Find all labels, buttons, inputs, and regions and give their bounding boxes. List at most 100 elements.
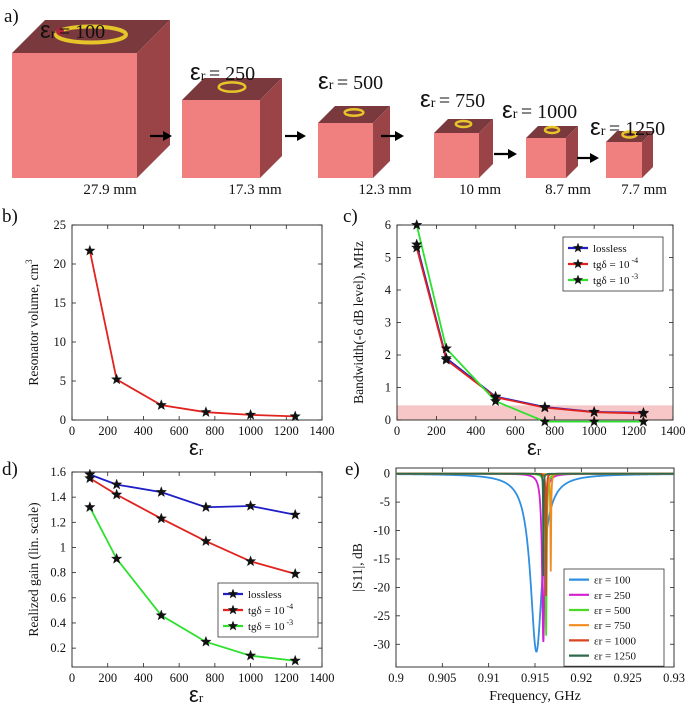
y-tick-label: -15	[373, 552, 390, 566]
series-line	[396, 472, 674, 572]
legend-label: lossless	[593, 243, 627, 255]
data-point	[289, 654, 301, 666]
series-line	[88, 250, 296, 418]
axes-frame	[71, 224, 323, 421]
data-point	[539, 401, 551, 413]
series-line	[396, 473, 674, 653]
legend-label: εr = 1000	[594, 635, 636, 647]
cube-side-face	[373, 106, 390, 178]
arrow-head	[297, 131, 306, 141]
cube-size-label: 10 mm	[459, 182, 501, 198]
y-tick-label: 20	[54, 257, 67, 271]
data-point	[155, 512, 167, 524]
cube-size-label: 27.9 mm	[83, 182, 137, 198]
data-point	[84, 472, 96, 484]
data-point	[200, 501, 212, 513]
panel-label: d)	[2, 459, 18, 480]
y-tick-label: 0	[384, 467, 390, 481]
cube-size-label: 8.7 mm	[545, 182, 591, 198]
cube-eps-label: εr = 1250	[590, 114, 665, 141]
data-point	[572, 242, 584, 253]
data-point	[227, 588, 239, 599]
x-tick-label: 0.93	[663, 671, 685, 685]
legend-label: lossless	[248, 589, 282, 601]
series-line	[396, 472, 674, 577]
y-tick-label: 0.6	[50, 591, 66, 605]
x-tick-label: 400	[134, 424, 153, 438]
cube-2: εr = 250 17.3 mm	[182, 59, 282, 198]
legend-label: εr = 750	[594, 620, 631, 632]
data-point	[489, 395, 502, 406]
cube-3: εr = 500 12.3 mm	[318, 68, 412, 198]
x-tick-label: 0.905	[428, 671, 456, 685]
cube-eps-label: εr = 100	[40, 17, 105, 44]
cube-eps-label: εr = 1000	[502, 97, 577, 124]
data-point	[227, 604, 239, 615]
legend-label: tgδ = 10 -3	[593, 272, 638, 287]
series-line	[415, 247, 644, 415]
data-point	[111, 488, 123, 500]
data-point	[227, 620, 239, 631]
data-point	[200, 535, 212, 546]
data-point	[155, 609, 167, 621]
cube-4: εr = 750 10 mm	[420, 86, 501, 198]
data-point	[111, 373, 123, 385]
data-point	[244, 500, 257, 511]
cube-1: εr = 100 27.9 mm	[12, 17, 170, 198]
y-tick-label: 5	[60, 374, 66, 388]
series-line	[89, 477, 296, 575]
x-tick-label: 200	[98, 671, 117, 685]
cube-front-face	[526, 138, 566, 178]
y-tick-label: 15	[54, 296, 67, 310]
y-tick-label: -10	[373, 524, 390, 538]
legend-entry: εr = 250	[569, 590, 631, 602]
arrow-right-icon	[150, 131, 172, 141]
x-tick-label: 400	[134, 671, 153, 685]
data-point	[440, 353, 452, 365]
data-point	[111, 552, 123, 564]
cube-front-face	[12, 53, 137, 178]
data-point	[244, 408, 257, 420]
loop-antenna	[217, 81, 247, 93]
legend-entry: lossless	[568, 242, 627, 255]
panel-c: c) 0 200 400 600 800 1000 1200 1400 0 1 2 3 4 5 6 εr Band…	[343, 206, 685, 460]
legend-entry: εr = 500	[569, 605, 631, 617]
y-tick-label: 0	[385, 413, 391, 427]
panel-e: e) 0.9 0.905 0.91 0.915 0.92 0.925 0.93 0 -5 -10 -1…	[345, 459, 685, 704]
data-point	[289, 410, 301, 422]
loop-antenna	[543, 125, 561, 135]
data-point	[572, 258, 584, 269]
arrow-right-icon	[381, 131, 404, 141]
panel-a-label: a)	[4, 6, 19, 27]
y-tick-label: 25	[54, 218, 67, 232]
cube-eps-label: εr = 750	[420, 86, 485, 113]
cube-size-label: 7.7 mm	[621, 182, 667, 198]
x-axis-label: εr	[527, 435, 542, 460]
y-tick-label: -20	[373, 580, 390, 594]
cube-5: εr = 1000 8.7 mm	[502, 97, 591, 198]
data-point	[289, 508, 301, 520]
cube-front-face	[434, 133, 479, 178]
series-line	[89, 473, 296, 516]
cube-side-face	[137, 20, 170, 178]
x-tick-label: 600	[170, 671, 189, 685]
x-tick-label: 1000	[582, 424, 607, 438]
threshold-band	[397, 405, 673, 420]
panel-b: b) 0 200 400 600 800 1000 1200 1400 0 5 10 15 20 25 εr R…	[2, 206, 335, 460]
data-point	[440, 342, 452, 354]
loop-antenna	[621, 130, 638, 139]
cube-front-face	[318, 123, 373, 178]
arrow-right-icon	[285, 131, 306, 141]
x-tick-label: 0	[69, 671, 75, 685]
x-tick-label: 0.915	[521, 671, 549, 685]
x-tick-label: 1400	[310, 424, 335, 438]
data-point	[411, 219, 423, 230]
legend-entry: lossless	[223, 588, 282, 601]
data-point	[200, 635, 212, 647]
x-tick-label: 600	[170, 424, 189, 438]
arrow-right-icon	[577, 153, 599, 163]
data-point	[411, 241, 423, 253]
data-point	[244, 649, 257, 661]
legend-entry: tgδ = 10 -4	[223, 602, 293, 617]
